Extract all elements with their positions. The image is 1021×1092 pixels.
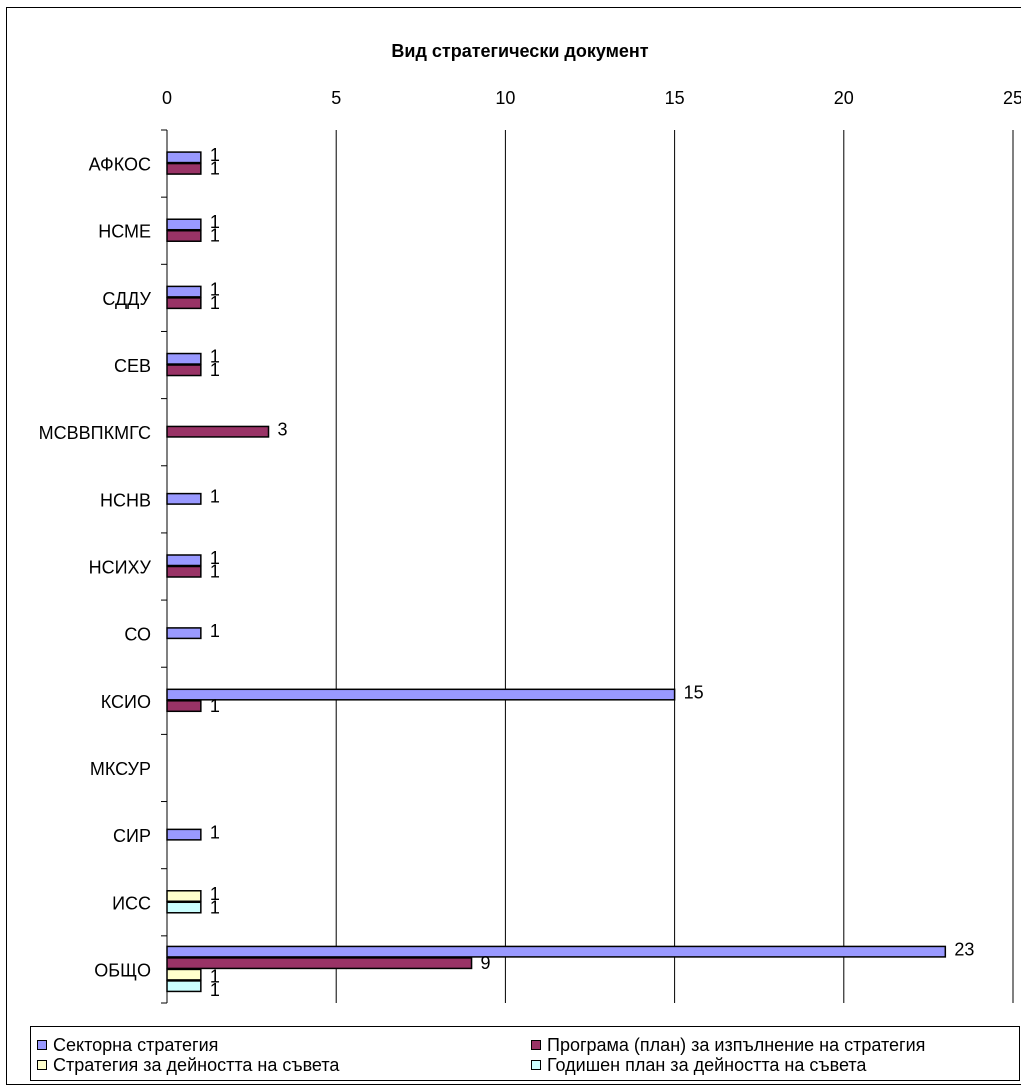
x-tick-label: 0 <box>162 88 172 108</box>
legend-item-program: Програма (план) за изпълнение на стратег… <box>531 1036 925 1054</box>
data-label: 1 <box>210 696 220 716</box>
data-label: 1 <box>210 293 220 313</box>
data-label: 1 <box>210 980 220 1000</box>
bar <box>166 425 270 438</box>
bar <box>166 890 202 903</box>
bar <box>166 352 202 365</box>
data-label: 9 <box>481 953 491 973</box>
y-category-label: ИСС <box>112 893 151 913</box>
y-category-label: НСИХУ <box>89 558 152 578</box>
legend: Секторна стратегия Програма (план) за из… <box>30 1026 1020 1081</box>
bar <box>166 364 202 377</box>
bar <box>166 151 202 164</box>
bar <box>166 285 202 298</box>
data-label: 3 <box>278 419 288 439</box>
x-tick-label: 5 <box>331 88 341 108</box>
bar <box>166 565 202 578</box>
x-tick-label: 25 <box>1003 88 1021 108</box>
x-tick-label: 20 <box>834 88 854 108</box>
data-label: 1 <box>210 159 220 179</box>
legend-swatch-icon <box>531 1060 541 1070</box>
bar <box>166 627 202 640</box>
chart-title: Вид стратегически документ <box>391 41 648 61</box>
legend-swatch-icon <box>37 1060 47 1070</box>
data-label: 1 <box>210 621 220 641</box>
data-label: 1 <box>210 212 220 232</box>
legend-item-sector-strategy: Секторна стратегия <box>37 1036 218 1054</box>
data-label: 1 <box>210 897 220 917</box>
data-label: 1 <box>210 487 220 507</box>
bar <box>166 297 202 310</box>
bar <box>166 218 202 231</box>
data-label: 1 <box>210 966 220 986</box>
legend-swatch-icon <box>531 1040 541 1050</box>
bars <box>166 151 947 993</box>
data-label: 1 <box>210 822 220 842</box>
legend-item-council-strategy: Стратегия за дейността на съвета <box>37 1056 339 1074</box>
legend-swatch-icon <box>37 1040 47 1050</box>
y-category-label: МСВВПКМГС <box>39 423 151 443</box>
x-tick-label: 15 <box>665 88 685 108</box>
y-category-label: СО <box>124 625 151 645</box>
data-label: 1 <box>210 562 220 582</box>
axes: 0 5 10 15 20 25 АФКОС НСМЕ СДДУ СЕВ МСВВПКМГС НСНВ Н… <box>39 88 1021 1004</box>
bar <box>166 688 676 701</box>
data-label: 23 <box>954 939 974 959</box>
data-label: 1 <box>210 360 220 380</box>
legend-label: Годишен план за дейността на съвета <box>547 1055 867 1075</box>
bar <box>166 901 202 914</box>
y-category-label: СДДУ <box>102 289 151 309</box>
bar <box>166 957 473 970</box>
y-category-label: НСМЕ <box>98 222 151 242</box>
bar <box>166 554 202 567</box>
bar <box>166 229 202 242</box>
y-category-label: СИР <box>113 826 151 846</box>
legend-label: Стратегия за дейността на съвета <box>53 1055 340 1075</box>
bar <box>166 492 202 505</box>
data-label: 1 <box>210 884 220 904</box>
bar <box>166 945 947 958</box>
data-label: 1 <box>210 279 220 299</box>
bar <box>166 980 202 993</box>
legend-label: Програма (план) за изпълнение на стратег… <box>547 1035 926 1055</box>
bar <box>166 162 202 175</box>
y-category-label: СЕВ <box>114 356 151 376</box>
data-label: 15 <box>684 682 704 702</box>
y-category-label: НСНВ <box>100 490 151 510</box>
bar <box>166 700 202 713</box>
data-label: 1 <box>210 347 220 367</box>
legend-label: Секторна стратегия <box>53 1035 219 1055</box>
data-label: 1 <box>210 548 220 568</box>
y-category-label: МКСУР <box>90 759 151 779</box>
y-category-label: АФКОС <box>89 155 151 175</box>
y-category-label: ОБЩО <box>94 960 151 980</box>
y-category-label: КСИО <box>101 692 151 712</box>
bar <box>166 828 202 841</box>
data-label: 1 <box>210 226 220 246</box>
bar <box>166 968 202 981</box>
legend-item-annual-plan: Годишен план за дейността на съвета <box>531 1056 866 1074</box>
x-tick-label: 10 <box>495 88 515 108</box>
data-label: 1 <box>210 145 220 165</box>
grid-lines <box>335 130 1014 1003</box>
